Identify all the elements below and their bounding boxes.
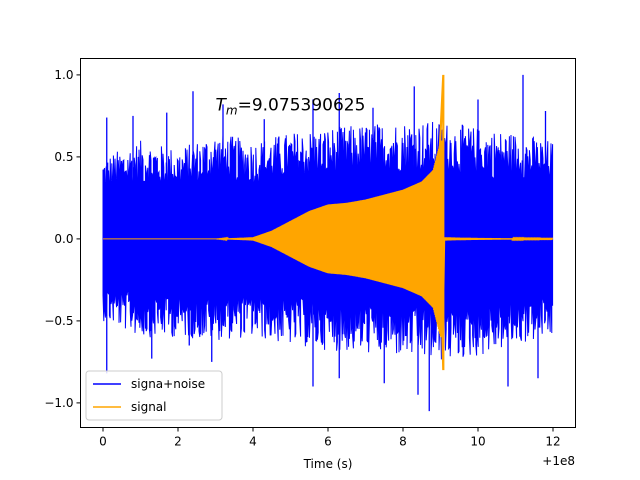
y-tick-label: −1.0: [44, 396, 73, 410]
y-tick-label: −0.5: [44, 314, 73, 328]
x-tick-label: 6: [324, 435, 332, 449]
x-tick-label: 2: [174, 435, 182, 449]
y-tick-label: 0.5: [54, 150, 73, 164]
merger-time-annotation: Tm=9.075390625: [216, 95, 366, 117]
x-tick-label: 8: [399, 435, 407, 449]
legend-label-signa-noise: signa+noise: [131, 377, 205, 391]
x-tick-label: 10: [470, 435, 485, 449]
legend: signa+noise signal: [85, 370, 223, 421]
series-signal-line: [103, 140, 554, 338]
y-tick-label: 0.0: [54, 232, 73, 246]
legend-label-signal: signal: [131, 400, 167, 414]
x-offset-label: +1e8: [542, 454, 575, 468]
plot-area: [102, 74, 554, 412]
y-axis: −1.0 −0.5 0.0 0.5 1.0: [44, 68, 81, 410]
annotation-subscript: m: [226, 103, 238, 117]
series-signal-merger: [438, 74, 446, 371]
x-axis-label: Time (s): [303, 457, 353, 471]
annotation-value: =9.075390625: [238, 95, 366, 115]
x-tick-label: 0: [99, 435, 107, 449]
annotation-symbol: T: [216, 95, 228, 115]
x-axis: 0 2 4 6 8 10 12: [99, 427, 561, 449]
x-tick-label: 12: [545, 435, 560, 449]
y-tick-label: 1.0: [54, 68, 73, 82]
x-tick-label: 4: [249, 435, 257, 449]
